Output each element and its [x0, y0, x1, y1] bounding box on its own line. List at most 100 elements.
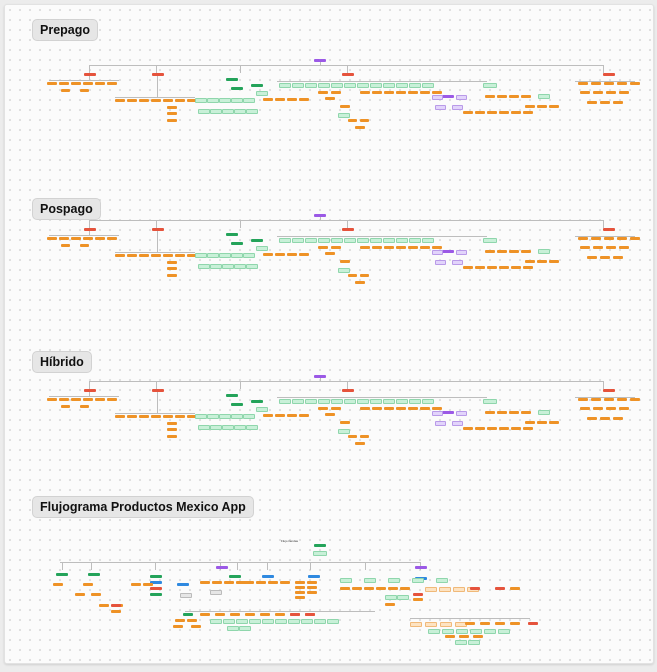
diagram-node[interactable] [549, 421, 559, 424]
category-node[interactable] [251, 84, 263, 87]
diagram-node[interactable] [344, 399, 356, 404]
diagram-node[interactable] [580, 246, 590, 249]
diagram-node[interactable] [80, 405, 89, 408]
diagram-node[interactable] [59, 237, 69, 240]
diagram-node[interactable] [384, 246, 394, 249]
subcategory-node[interactable] [442, 250, 454, 253]
diagram-node[interactable] [499, 266, 509, 269]
diagram-node[interactable] [295, 586, 305, 589]
diagram-node[interactable] [53, 583, 63, 586]
diagram-node[interactable] [591, 398, 601, 401]
diagram-node[interactable] [243, 98, 255, 103]
diagram-node[interactable] [360, 91, 370, 94]
diagram-node[interactable] [222, 425, 234, 430]
diagram-node[interactable] [396, 83, 408, 88]
diagram-node[interactable] [115, 254, 125, 257]
diagram-node[interactable] [355, 442, 365, 445]
diagram-node[interactable] [422, 238, 434, 243]
diagram-node[interactable] [613, 101, 623, 104]
diagram-node[interactable] [210, 109, 222, 114]
category-node[interactable] [495, 587, 505, 590]
diagram-node[interactable] [151, 415, 161, 418]
diagram-node[interactable] [593, 407, 603, 410]
diagram-node[interactable] [593, 246, 603, 249]
diagram-node[interactable] [139, 415, 149, 418]
diagram-node[interactable] [388, 578, 400, 583]
diagram-node[interactable] [219, 414, 231, 419]
diagram-node[interactable] [61, 244, 70, 247]
diagram-node[interactable] [222, 109, 234, 114]
category-node[interactable] [231, 87, 243, 90]
category-node[interactable] [88, 573, 100, 576]
diagram-node[interactable] [95, 237, 105, 240]
diagram-node[interactable] [617, 82, 627, 85]
diagram-node[interactable] [243, 414, 255, 419]
diagram-node[interactable] [456, 250, 467, 255]
diagram-node[interactable] [455, 640, 467, 645]
diagram-node[interactable] [107, 82, 117, 85]
diagram-node[interactable] [175, 99, 185, 102]
diagram-node[interactable] [210, 264, 222, 269]
diagram-node[interactable] [143, 583, 153, 586]
diagram-node[interactable] [210, 619, 222, 624]
diagram-node[interactable] [340, 105, 350, 108]
diagram-node[interactable] [99, 604, 109, 607]
category-node[interactable] [152, 389, 164, 392]
diagram-node[interactable] [246, 264, 258, 269]
diagram-node[interactable] [578, 398, 588, 401]
diagram-node[interactable] [485, 250, 495, 253]
diagram-node[interactable] [61, 405, 70, 408]
diagram-node[interactable] [523, 266, 533, 269]
diagram-node[interactable] [355, 281, 365, 284]
diagram-node[interactable] [187, 99, 197, 102]
diagram-node[interactable] [348, 274, 357, 277]
diagram-node[interactable] [305, 399, 317, 404]
diagram-node[interactable] [71, 398, 81, 401]
diagram-node[interactable] [388, 587, 398, 590]
diagram-node[interactable] [292, 238, 304, 243]
diagram-node[interactable] [465, 622, 475, 625]
diagram-node[interactable] [580, 91, 590, 94]
diagram-node[interactable] [613, 417, 623, 420]
diagram-node[interactable] [236, 619, 248, 624]
diagram-node[interactable] [409, 83, 421, 88]
diagram-node[interactable] [331, 407, 341, 410]
diagram-node[interactable] [619, 91, 629, 94]
diagram-node[interactable] [231, 414, 243, 419]
diagram-node[interactable] [231, 253, 243, 258]
section-title[interactable]: Flujograma Productos Mexico App [32, 496, 254, 518]
diagram-node[interactable] [301, 619, 313, 624]
diagram-node[interactable] [525, 260, 535, 263]
diagram-node[interactable] [396, 238, 408, 243]
diagram-node[interactable] [307, 581, 317, 584]
diagram-node[interactable] [445, 635, 455, 638]
root-node[interactable] [314, 214, 326, 217]
diagram-node[interactable] [440, 622, 452, 627]
diagram-node[interactable] [604, 237, 614, 240]
diagram-node[interactable] [604, 398, 614, 401]
diagram-node[interactable] [275, 98, 285, 101]
diagram-node[interactable] [195, 414, 207, 419]
diagram-node[interactable] [292, 399, 304, 404]
diagram-node[interactable] [299, 414, 309, 417]
category-node[interactable] [150, 593, 162, 596]
diagram-node[interactable] [463, 427, 473, 430]
diagram-node[interactable] [580, 407, 590, 410]
diagram-node[interactable] [167, 112, 177, 115]
diagram-node[interactable] [511, 111, 521, 114]
diagram-node[interactable] [340, 578, 352, 583]
canvas-board[interactable]: Prepago Pospago Híbrido Flujograma Produ… [4, 4, 654, 664]
diagram-node[interactable] [344, 238, 356, 243]
diagram-node[interactable] [262, 619, 274, 624]
diagram-node[interactable] [591, 82, 601, 85]
diagram-node[interactable] [372, 91, 382, 94]
diagram-node[interactable] [587, 256, 597, 259]
start-node[interactable] [313, 551, 327, 556]
diagram-node[interactable] [617, 237, 627, 240]
diagram-node[interactable] [495, 622, 505, 625]
diagram-node[interactable] [222, 264, 234, 269]
diagram-node[interactable] [511, 266, 521, 269]
diagram-node[interactable] [305, 238, 317, 243]
diagram-node[interactable] [348, 435, 357, 438]
category-node[interactable] [226, 233, 238, 236]
